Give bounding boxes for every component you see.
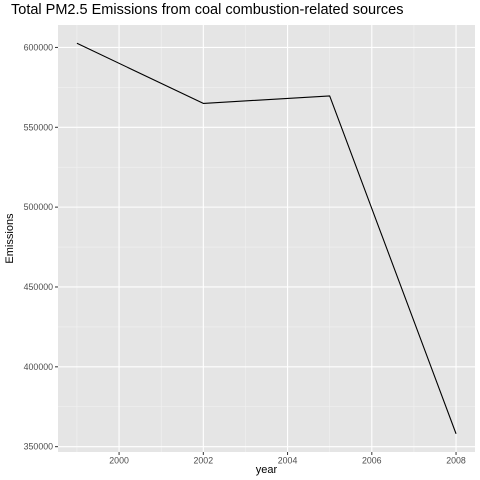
x-tick-label: 2004 <box>278 456 298 466</box>
series-line <box>76 42 457 434</box>
minor-gridlines <box>58 25 475 452</box>
y-axis-label: Emissions <box>4 213 16 264</box>
plot-panel <box>58 25 475 452</box>
x-axis-label: year <box>256 464 278 476</box>
y-tick-label: 450000 <box>24 282 53 292</box>
y-tick-label: 400000 <box>24 362 53 372</box>
y-tick-label: 600000 <box>24 42 53 52</box>
x-tick-label: 2008 <box>446 456 466 466</box>
major-gridlines <box>58 25 475 452</box>
x-tick-label: 2002 <box>194 456 214 466</box>
series-layer <box>76 42 457 434</box>
x-tick-label: 2006 <box>362 456 382 466</box>
x-tick-label: 2000 <box>109 456 129 466</box>
chart-title: Total PM2.5 Emissions from coal combusti… <box>11 2 404 18</box>
tick-labels: 2000 2002 2004 2006 2008 350000 400000 450000 50… <box>24 42 466 465</box>
axis-ticks <box>55 46 457 455</box>
y-tick-label: 500000 <box>24 202 53 212</box>
y-tick-label: 350000 <box>24 442 53 452</box>
y-tick-label: 550000 <box>24 122 53 132</box>
